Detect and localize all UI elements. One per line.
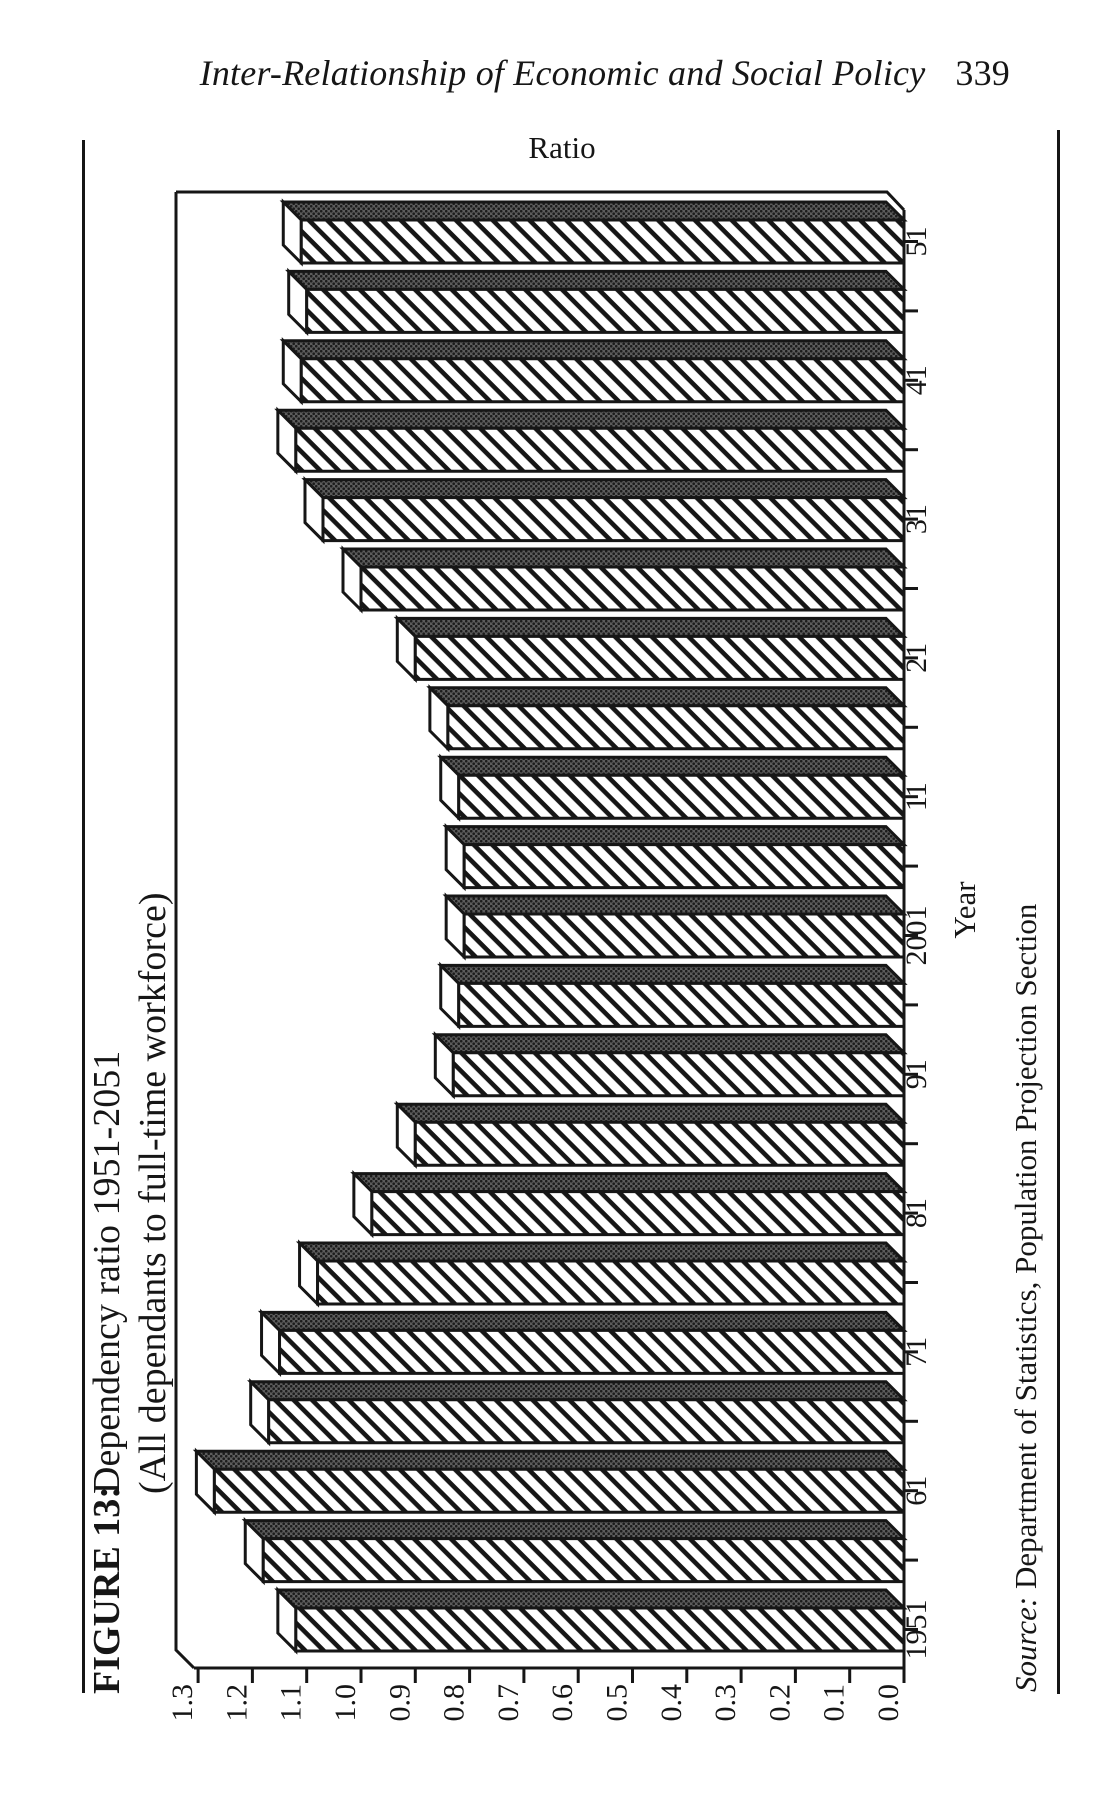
bar-top-face [241, 1519, 908, 1541]
bar-front-face [267, 1398, 906, 1445]
bar-top-face [279, 200, 908, 222]
bar-2011 [437, 753, 908, 822]
ratio-axis-tick-label: 0.6 [546, 1684, 579, 1722]
bar-front-face [316, 1259, 906, 1306]
bar-2046 [285, 267, 908, 337]
bar-front-face [294, 426, 906, 473]
bar-top-face [431, 1033, 908, 1055]
bar-front-face [462, 912, 906, 959]
ratio-axis-tick-label: 0.3 [709, 1684, 742, 1722]
bar-1976 [295, 1239, 908, 1308]
bar-front-face [457, 981, 906, 1028]
source-text: Department of Statistics, Population Pro… [1008, 903, 1043, 1589]
ratio-axis-title: Ratio [528, 130, 595, 165]
bar-front-face [299, 357, 906, 404]
bar-front-face [457, 773, 906, 820]
page-number: 339 [955, 53, 1010, 93]
ratio-axis-tick-label: 1.1 [275, 1684, 308, 1722]
bar-front-face [212, 1467, 906, 1514]
bar-front-face [294, 1606, 906, 1653]
year-axis-title: Year [947, 881, 982, 939]
bar-2026 [339, 545, 908, 614]
plot-frame-back-top [176, 190, 906, 212]
ratio-axis-tick-label: 0.7 [492, 1684, 525, 1722]
running-head: Inter-Relationship of Economic and Socia… [200, 52, 1010, 94]
ratio-axis-tick-label: 1.0 [329, 1684, 362, 1722]
bar-2036 [274, 406, 908, 475]
bar-top-face [437, 963, 908, 985]
ratio-axis-tick-label: 0.9 [383, 1684, 416, 1722]
ratio-axis-tick-label: 1.3 [166, 1684, 199, 1722]
figure-source: Source: Department of Statistics, Popula… [1006, 792, 1046, 1692]
bar-front-face [299, 218, 906, 265]
bar-top-face [301, 478, 908, 500]
bar-top-face [247, 1380, 908, 1402]
bar-top-face [274, 408, 908, 430]
bar-top-face [393, 1102, 908, 1124]
bar-top-face [437, 755, 908, 777]
running-head-title: Inter-Relationship of Economic and Socia… [199, 53, 926, 93]
bar-front-face [451, 1051, 906, 1098]
bar-top-face [339, 547, 908, 569]
bar-front-face [261, 1537, 906, 1584]
source-label: Source: [1008, 1596, 1043, 1692]
bar-front-face [305, 287, 906, 334]
bar-2021 [393, 614, 908, 684]
bar-top-face [442, 825, 908, 847]
figure-border-rule-left [82, 140, 85, 1693]
bar-1996 [437, 961, 908, 1031]
plot-frame-back-left [174, 192, 196, 1670]
bar-front-face [413, 634, 906, 681]
bar-2041 [279, 337, 908, 406]
ratio-axis-tick-label: 0.4 [655, 1684, 688, 1722]
bar-top-face [426, 686, 908, 708]
bar-top-face [442, 894, 908, 916]
ratio-axis-tick-label: 0.1 [818, 1684, 851, 1722]
bar-2001 [442, 892, 908, 961]
ratio-axis-tick-label: 0.2 [763, 1684, 796, 1722]
bar-2051 [279, 198, 908, 267]
bar-top-face [295, 1241, 908, 1263]
bar-front-face [359, 565, 906, 612]
bar-front-face [413, 1120, 906, 1167]
bar-1991 [431, 1031, 908, 1100]
bar-top-face [285, 269, 908, 291]
ratio-axis-tick-label: 0.8 [438, 1684, 471, 1722]
bar-1966 [247, 1378, 908, 1447]
bar-top-face [192, 1449, 908, 1471]
bar-top-face [393, 616, 908, 638]
ratio-axis-tick-label: 1.2 [220, 1684, 253, 1722]
bar-front-face [446, 704, 906, 751]
bar-1986 [393, 1100, 908, 1169]
bar-top-face [350, 1172, 908, 1194]
bar-top-face [274, 1588, 908, 1610]
bar-1981 [350, 1169, 908, 1239]
bar-top-face [279, 339, 908, 361]
bar-2016 [426, 684, 908, 753]
bar-1971 [257, 1308, 908, 1378]
ratio-axis-tick-label: 0.0 [872, 1684, 905, 1722]
bar-2006 [442, 822, 908, 892]
ratio-axis-tick-label: 0.5 [601, 1684, 634, 1722]
bar-1961 [192, 1447, 908, 1516]
bar-1951 [274, 1586, 908, 1655]
figure-border-rule-right [1057, 130, 1060, 1694]
bar-2031 [301, 475, 908, 545]
bar-1956 [241, 1516, 908, 1586]
bar-front-face [370, 1190, 906, 1237]
bar-front-face [321, 496, 906, 543]
bar-front-face [462, 843, 906, 890]
bar-top-face [257, 1310, 908, 1332]
bar-front-face [278, 1328, 906, 1375]
